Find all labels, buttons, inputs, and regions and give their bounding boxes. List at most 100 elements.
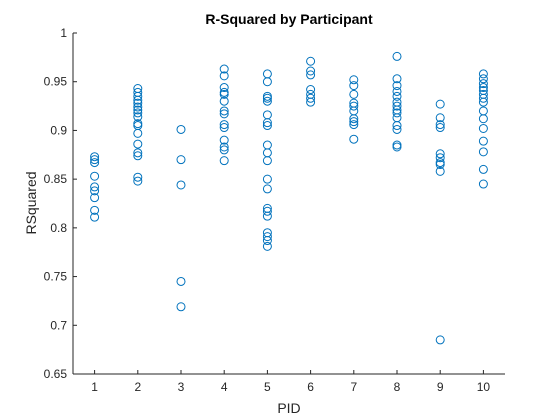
y-axis-label: RSquared bbox=[23, 171, 39, 234]
data-point bbox=[435, 149, 445, 159]
data-point bbox=[478, 106, 488, 116]
data-point bbox=[435, 99, 445, 109]
data-point bbox=[219, 64, 229, 74]
data-point bbox=[133, 112, 143, 122]
data-point bbox=[262, 91, 272, 101]
y-tick-label: 1 bbox=[60, 26, 67, 40]
data-point bbox=[435, 120, 445, 130]
data-point bbox=[133, 176, 143, 186]
data-point bbox=[219, 123, 229, 133]
data-point bbox=[478, 179, 488, 189]
data-point bbox=[478, 69, 488, 79]
y-axis-ticks: 0.65 0.7 0.75 0.8 0.85 0.9 0.95 1 bbox=[44, 26, 77, 381]
data-point bbox=[219, 135, 229, 145]
data-point bbox=[176, 180, 186, 190]
data-point bbox=[478, 93, 488, 103]
data-point bbox=[90, 193, 100, 203]
chart-title: R-Squared by Participant bbox=[205, 11, 373, 27]
data-point bbox=[262, 148, 272, 158]
x-tick-label: 2 bbox=[134, 380, 141, 394]
data-point bbox=[262, 93, 272, 103]
data-point bbox=[176, 302, 186, 312]
data-point bbox=[349, 75, 359, 85]
data-point bbox=[262, 184, 272, 194]
data-point bbox=[262, 140, 272, 150]
data-point bbox=[133, 172, 143, 182]
x-axis: 1 2 3 4 5 6 7 8 9 10 bbox=[73, 370, 505, 394]
x-tick-label: 1 bbox=[91, 380, 98, 394]
data-point bbox=[262, 206, 272, 216]
x-tick-label: 10 bbox=[477, 380, 491, 394]
x-tick-label: 5 bbox=[264, 380, 271, 394]
data-point bbox=[435, 158, 445, 168]
data-point bbox=[349, 89, 359, 99]
data-point bbox=[219, 142, 229, 152]
data-point bbox=[478, 97, 488, 107]
data-point bbox=[478, 136, 488, 146]
data-point bbox=[392, 121, 402, 131]
data-point bbox=[262, 77, 272, 87]
data-point bbox=[90, 182, 100, 192]
y-tick-label: 0.75 bbox=[44, 270, 68, 284]
data-point bbox=[392, 81, 402, 91]
x-tick-label: 9 bbox=[437, 380, 444, 394]
data-point bbox=[219, 71, 229, 81]
data-point bbox=[478, 79, 488, 89]
data-point bbox=[478, 83, 488, 93]
data-point bbox=[90, 171, 100, 181]
y-tick-label: 0.95 bbox=[44, 75, 68, 89]
data-point bbox=[90, 155, 100, 165]
data-point bbox=[219, 145, 229, 155]
data-point bbox=[392, 91, 402, 101]
data-point bbox=[90, 152, 100, 162]
data-point bbox=[392, 140, 402, 150]
data-point bbox=[306, 70, 316, 80]
data-point bbox=[219, 120, 229, 130]
data-point bbox=[133, 102, 143, 112]
data-point bbox=[133, 91, 143, 101]
y-tick-label: 0.65 bbox=[44, 367, 68, 381]
y-tick-label: 0.7 bbox=[50, 318, 67, 332]
data-point bbox=[392, 51, 402, 61]
data-point bbox=[435, 113, 445, 123]
data-point bbox=[133, 148, 143, 158]
data-point bbox=[306, 93, 316, 103]
data-point bbox=[262, 236, 272, 246]
data-point bbox=[219, 109, 229, 119]
x-tick-label: 6 bbox=[307, 380, 314, 394]
data-point bbox=[133, 98, 143, 108]
data-point bbox=[219, 96, 229, 106]
y-tick-label: 0.9 bbox=[50, 123, 67, 137]
data-point bbox=[392, 86, 402, 96]
data-point bbox=[262, 211, 272, 221]
data-point bbox=[349, 106, 359, 116]
data-point bbox=[133, 151, 143, 161]
data-point bbox=[90, 158, 100, 168]
data-point bbox=[435, 166, 445, 176]
data-point bbox=[133, 121, 143, 131]
data-point bbox=[262, 156, 272, 166]
y-tick-label: 0.8 bbox=[50, 221, 67, 235]
x-axis-ticks: 1 2 3 4 5 6 7 8 9 10 bbox=[91, 370, 490, 394]
data-point bbox=[349, 120, 359, 130]
data-point bbox=[219, 106, 229, 116]
x-axis-label: PID bbox=[277, 400, 300, 416]
data-point bbox=[478, 123, 488, 133]
data-point bbox=[219, 156, 229, 166]
data-point bbox=[478, 164, 488, 174]
data-point bbox=[435, 153, 445, 163]
y-axis: 0.65 0.7 0.75 0.8 0.85 0.9 0.95 1 bbox=[44, 26, 77, 381]
data-point bbox=[176, 276, 186, 286]
data-point bbox=[90, 212, 100, 222]
data-point bbox=[262, 121, 272, 131]
data-point bbox=[90, 186, 100, 196]
data-point bbox=[219, 83, 229, 93]
data-point bbox=[478, 114, 488, 124]
data-point bbox=[435, 123, 445, 133]
data-point bbox=[133, 105, 143, 115]
data-point bbox=[133, 108, 143, 118]
x-tick-label: 7 bbox=[350, 380, 357, 394]
x-tick-label: 4 bbox=[221, 380, 228, 394]
data-point bbox=[478, 74, 488, 84]
